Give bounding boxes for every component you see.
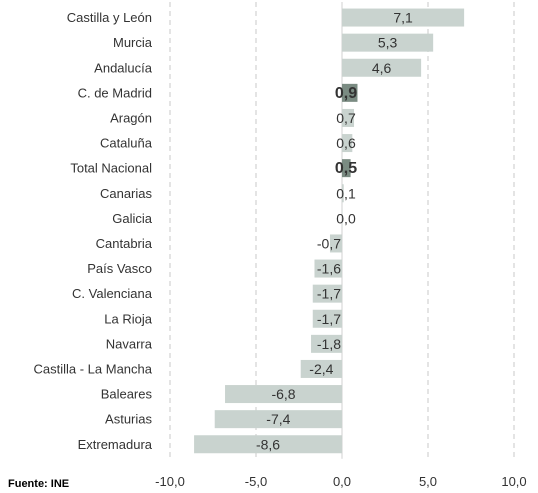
value-label-16: -7,4 bbox=[266, 411, 290, 427]
category-label-7: Canarias bbox=[100, 186, 153, 201]
value-label-15: -6,8 bbox=[271, 386, 295, 402]
category-label-10: País Vasco bbox=[87, 261, 152, 276]
category-label-0: Castilla y León bbox=[67, 10, 152, 25]
bar-6 bbox=[342, 159, 351, 178]
bar-15 bbox=[225, 385, 342, 404]
bar-11 bbox=[312, 284, 342, 303]
value-label-4: 0,7 bbox=[336, 110, 356, 126]
category-label-1: Murcia bbox=[113, 35, 153, 50]
bar-13 bbox=[311, 334, 342, 353]
value-label-5: 0,6 bbox=[336, 135, 356, 151]
category-label-6: Total Nacional bbox=[70, 161, 152, 176]
x-tick-label-4: 10,0 bbox=[501, 474, 526, 489]
value-label-7: 0,1 bbox=[336, 185, 356, 201]
bar-4 bbox=[342, 108, 355, 127]
category-label-14: Castilla - La Mancha bbox=[34, 361, 153, 376]
bar-0 bbox=[342, 8, 465, 27]
x-tick-label-3: 5,0 bbox=[419, 474, 437, 489]
value-label-6: 0,5 bbox=[335, 160, 357, 177]
category-label-3: C. de Madrid bbox=[78, 85, 152, 100]
category-label-11: C. Valenciana bbox=[72, 286, 153, 301]
value-label-8: 0,0 bbox=[336, 210, 356, 226]
value-label-9: -0,7 bbox=[317, 235, 341, 251]
bar-2 bbox=[342, 58, 422, 77]
category-label-13: Navarra bbox=[106, 336, 153, 351]
category-label-12: La Rioja bbox=[104, 311, 152, 326]
value-label-14: -2,4 bbox=[309, 361, 333, 377]
category-label-5: Cataluña bbox=[100, 136, 153, 151]
value-label-12: -1,7 bbox=[317, 311, 341, 327]
value-label-3: 0,9 bbox=[335, 85, 357, 102]
value-label-17: -8,6 bbox=[256, 436, 280, 452]
bar-9 bbox=[329, 234, 342, 253]
x-tick-label-0: -10,0 bbox=[155, 474, 185, 489]
category-label-17: Extremadura bbox=[78, 437, 153, 452]
x-tick-label-2: 0,0 bbox=[333, 474, 351, 489]
bar-16 bbox=[214, 410, 342, 429]
value-label-10: -1,6 bbox=[317, 261, 341, 277]
category-label-8: Galicia bbox=[112, 211, 153, 226]
bar-8 bbox=[342, 209, 343, 228]
bar-14 bbox=[300, 359, 342, 378]
bar-12 bbox=[312, 309, 342, 328]
value-label-1: 5,3 bbox=[378, 35, 398, 51]
bar-1 bbox=[342, 33, 434, 52]
bar-10 bbox=[314, 259, 342, 278]
bar-7 bbox=[342, 184, 344, 203]
value-label-11: -1,7 bbox=[317, 286, 341, 302]
x-tick-label-1: -5,0 bbox=[245, 474, 267, 489]
category-label-15: Baleares bbox=[101, 387, 153, 402]
category-label-9: Cantabria bbox=[96, 236, 153, 251]
bar-17 bbox=[194, 435, 342, 454]
source-note: Fuente: INE bbox=[8, 478, 70, 490]
value-label-0: 7,1 bbox=[393, 10, 413, 26]
bar-5 bbox=[342, 134, 353, 153]
bar-3 bbox=[342, 83, 358, 102]
category-label-16: Asturias bbox=[105, 412, 152, 427]
category-label-4: Aragón bbox=[110, 110, 152, 125]
value-label-13: -1,8 bbox=[317, 336, 341, 352]
category-label-2: Andalucía bbox=[94, 60, 153, 75]
value-label-2: 4,6 bbox=[372, 60, 392, 76]
